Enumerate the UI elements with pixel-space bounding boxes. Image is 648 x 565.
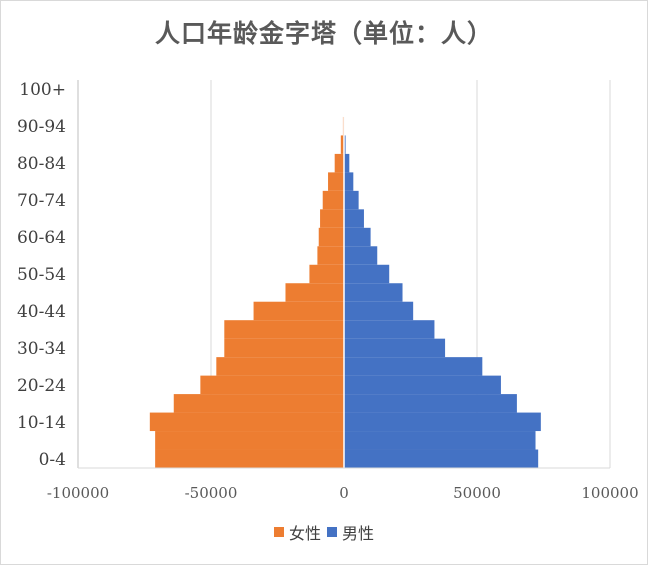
bar-male (344, 172, 354, 191)
bar-male (344, 320, 435, 339)
bar-female (320, 209, 344, 228)
y-tick-label: 70-74 (17, 191, 66, 211)
legend-item-male: 男性 (327, 520, 374, 544)
bar-male (344, 412, 541, 432)
bar-female (317, 246, 344, 265)
bar-male (344, 190, 359, 210)
bar-male (344, 357, 483, 376)
bar-female (155, 449, 344, 468)
bar-male (344, 449, 539, 468)
y-tick-label: 50-54 (17, 265, 66, 285)
bar-female (322, 190, 344, 210)
x-tick-label: 100000 (581, 484, 638, 502)
bar-male (344, 209, 364, 228)
legend: 女性 男性 (0, 520, 648, 544)
bar-male (344, 264, 390, 284)
bar-female (328, 172, 344, 191)
y-tick-label: 40-44 (17, 302, 66, 322)
bar-female (318, 227, 344, 247)
bar-male (344, 135, 346, 154)
legend-label-male: 男性 (342, 524, 375, 543)
legend-item-female: 女性 (273, 520, 321, 544)
chart-title: 人口年龄金字塔（单位：人） (154, 19, 493, 48)
bar-female (224, 338, 344, 358)
x-tick-label: 0 (339, 484, 349, 502)
x-tick-label: 50000 (453, 484, 501, 502)
tick-labels: 0-4 10-14 20-24 30-34 40-44 50-54 60-64 70-74 80… (17, 80, 639, 502)
bar-male (344, 153, 350, 173)
y-tick-label: 60-64 (17, 228, 66, 248)
bar-female (340, 135, 344, 154)
y-tick-label: 90-94 (17, 117, 66, 137)
legend-swatch-male (327, 527, 337, 537)
bar-female (173, 394, 344, 413)
bar-male (344, 227, 371, 247)
axes (77, 80, 610, 469)
bar-male (344, 431, 536, 450)
bars (149, 80, 541, 468)
bar-female (309, 264, 344, 284)
legend-label-female: 女性 (288, 524, 321, 543)
bar-female (200, 375, 344, 395)
y-tick-label: 10-14 (17, 413, 66, 433)
bar-male (344, 394, 517, 413)
bar-female (224, 320, 344, 339)
bar-female (253, 301, 344, 321)
bar-male (344, 338, 446, 358)
bar-male (344, 246, 378, 265)
bar-male (344, 283, 403, 302)
y-tick-label: 100+ (19, 80, 66, 100)
y-tick-label: 80-84 (17, 154, 66, 174)
bar-female (155, 431, 344, 450)
y-tick-label: 30-34 (17, 339, 66, 359)
bar-male (344, 301, 414, 321)
legend-swatch-female (273, 527, 284, 537)
bar-female (216, 357, 344, 376)
bar-female (149, 412, 344, 432)
x-tick-label: -100000 (47, 484, 109, 502)
x-tick-label: -50000 (185, 484, 238, 502)
bar-female (334, 153, 344, 173)
bar-male (344, 375, 501, 395)
bar-female (285, 283, 344, 302)
y-tick-label: 20-24 (17, 376, 66, 396)
y-tick-label: 0-4 (39, 450, 66, 470)
